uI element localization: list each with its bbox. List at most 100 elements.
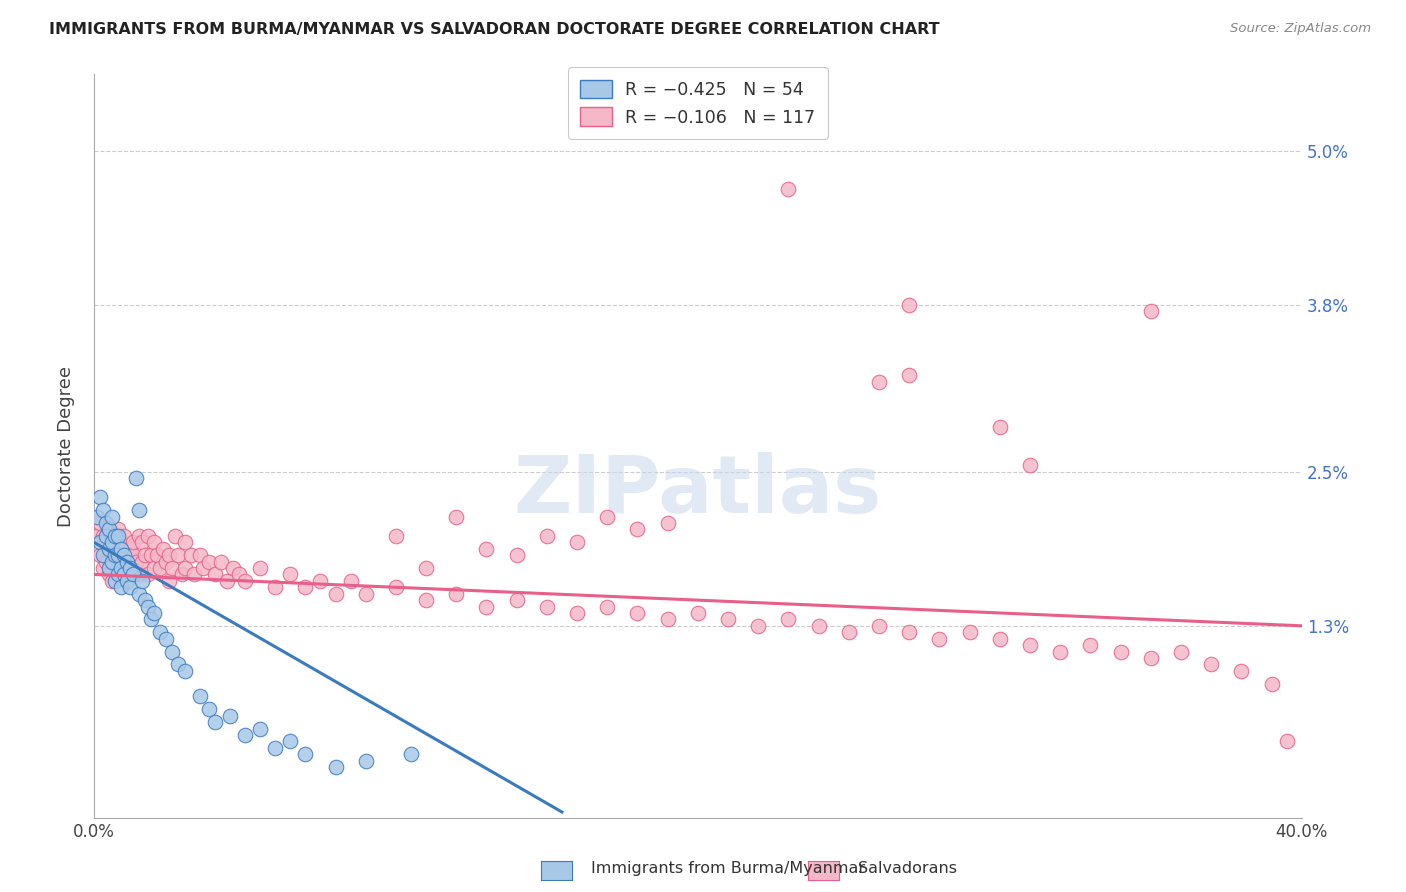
Point — [89, 516, 111, 530]
Point — [120, 561, 142, 575]
Point — [122, 548, 145, 562]
Point — [107, 567, 129, 582]
Point — [868, 375, 890, 389]
Point — [107, 548, 129, 562]
Point — [98, 541, 121, 556]
Point — [86, 529, 108, 543]
Point — [98, 567, 121, 582]
Point — [747, 619, 769, 633]
Point — [173, 535, 195, 549]
Point — [959, 625, 981, 640]
Point — [112, 567, 135, 582]
Point — [309, 574, 332, 588]
Point — [131, 535, 153, 549]
Point — [101, 548, 124, 562]
Point — [159, 548, 181, 562]
Point — [264, 580, 287, 594]
Y-axis label: Doctorate Degree: Doctorate Degree — [58, 366, 75, 526]
Point — [98, 541, 121, 556]
Point — [120, 580, 142, 594]
Point — [325, 587, 347, 601]
Point — [222, 561, 245, 575]
Point — [122, 535, 145, 549]
Point — [565, 606, 588, 620]
Point — [115, 548, 138, 562]
Point — [131, 555, 153, 569]
Point — [1140, 304, 1163, 318]
Point — [475, 599, 498, 614]
Point — [385, 529, 408, 543]
Point — [173, 664, 195, 678]
Point — [162, 644, 184, 658]
Point — [101, 509, 124, 524]
Point — [264, 740, 287, 755]
Point — [89, 535, 111, 549]
Point — [128, 503, 150, 517]
Point — [536, 599, 558, 614]
Point — [167, 548, 190, 562]
Point — [170, 567, 193, 582]
Point — [1019, 638, 1042, 652]
Point — [807, 619, 830, 633]
Point — [278, 567, 301, 582]
Point — [107, 529, 129, 543]
Point — [415, 561, 437, 575]
Point — [626, 606, 648, 620]
Text: Salvadorans: Salvadorans — [858, 861, 956, 876]
Point — [162, 561, 184, 575]
Point — [101, 535, 124, 549]
Point — [128, 529, 150, 543]
Point — [197, 555, 219, 569]
Text: Immigrants from Burma/Myanmar: Immigrants from Burma/Myanmar — [591, 861, 865, 876]
Point — [143, 561, 166, 575]
Point — [1199, 657, 1222, 672]
Point — [1275, 734, 1298, 748]
Point — [183, 567, 205, 582]
Point — [110, 541, 132, 556]
Point — [101, 529, 124, 543]
Point — [152, 541, 174, 556]
Point — [120, 561, 142, 575]
Point — [101, 555, 124, 569]
Point — [868, 619, 890, 633]
Point — [1019, 458, 1042, 473]
Point — [233, 574, 256, 588]
Point — [112, 529, 135, 543]
Point — [898, 368, 921, 383]
Point — [98, 523, 121, 537]
Point — [354, 754, 377, 768]
Point — [134, 548, 156, 562]
Point — [143, 606, 166, 620]
Point — [112, 541, 135, 556]
Point — [339, 574, 361, 588]
Point — [110, 580, 132, 594]
Point — [94, 516, 117, 530]
Point — [159, 574, 181, 588]
Point — [89, 548, 111, 562]
Point — [115, 555, 138, 569]
Point — [167, 657, 190, 672]
Point — [1049, 644, 1071, 658]
Point — [86, 509, 108, 524]
Point — [325, 760, 347, 774]
Point — [399, 747, 422, 762]
Point — [294, 580, 316, 594]
Point — [218, 708, 240, 723]
Point — [146, 548, 169, 562]
Point — [657, 612, 679, 626]
Point — [354, 587, 377, 601]
Point — [136, 529, 159, 543]
Point — [596, 509, 619, 524]
Point — [115, 574, 138, 588]
Point — [838, 625, 860, 640]
Point — [141, 548, 163, 562]
Point — [988, 632, 1011, 646]
Point — [112, 548, 135, 562]
Point — [505, 593, 527, 607]
Point — [294, 747, 316, 762]
Legend: R = −0.425   N = 54, R = −0.106   N = 117: R = −0.425 N = 54, R = −0.106 N = 117 — [568, 68, 828, 139]
Point — [104, 535, 127, 549]
Point — [104, 529, 127, 543]
Point — [104, 555, 127, 569]
Point — [928, 632, 950, 646]
